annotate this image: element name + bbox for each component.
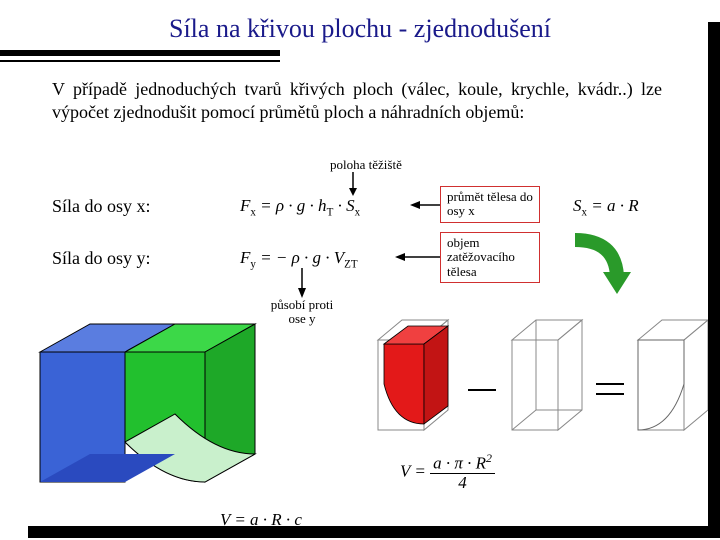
formula-fx: Fx = ρ · g · hT · Sx (240, 196, 360, 218)
page-title: Síla na křivou plochu - zjednodušení (0, 0, 720, 44)
box-prumet: průmět tělesa do osy x (440, 186, 540, 223)
arrow-poloha-icon (343, 172, 363, 196)
green-arrow-icon (563, 232, 633, 302)
arrow-objem-icon (395, 250, 440, 264)
label-fx: Síla do osy x: (52, 196, 151, 217)
intro-paragraph: V případě jednoduchých tvarů křivých plo… (52, 78, 662, 125)
arrow-pusobi-icon (292, 268, 312, 298)
title-rule-thick (0, 50, 280, 56)
box-objem: objem zatěžovacího tělesa (440, 232, 540, 283)
formula-sx: Sx = a · R (573, 196, 639, 218)
shadow-right (708, 22, 720, 534)
slide: Síla na křivou plochu - zjednodušení V p… (0, 0, 720, 540)
label-pusobi: působí proti ose y (262, 298, 342, 327)
label-fy: Síla do osy y: (52, 248, 151, 269)
diagram-cubes-right (368, 304, 708, 464)
title-rule-thin (0, 60, 280, 62)
shadow-bottom (28, 526, 720, 538)
arrow-prumet-icon (410, 198, 440, 212)
label-poloha: poloha těžiště (330, 158, 402, 172)
formula-v-frac: V = a · π · R2 4 (400, 452, 495, 493)
diagram-3d-left (20, 312, 270, 522)
